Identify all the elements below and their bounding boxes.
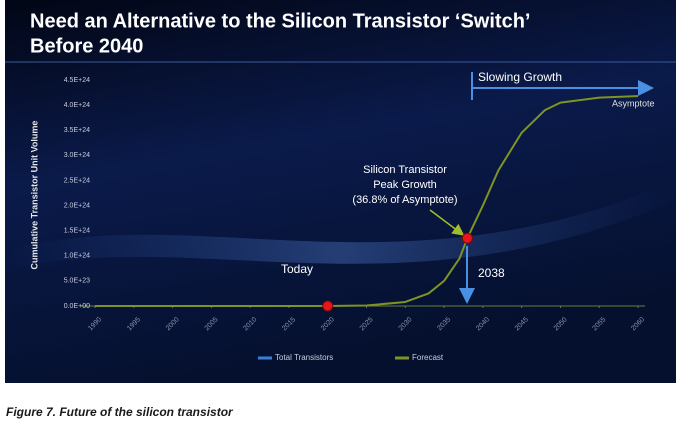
annotation: Slowing Growth bbox=[478, 70, 562, 84]
marker-label: Today bbox=[281, 262, 313, 276]
y-tick-label: 2.0E+24 bbox=[64, 202, 90, 209]
annotation: 2038 bbox=[478, 266, 505, 280]
y-tick-label: 2.5E+24 bbox=[64, 177, 90, 184]
series-line bbox=[95, 95, 639, 307]
y-tick-label: 3.0E+24 bbox=[64, 152, 90, 159]
y-axis-title: Cumulative Transistor Unit Volume bbox=[29, 121, 39, 270]
y-tick-label: 1.5E+24 bbox=[64, 228, 90, 235]
marker-label: Silicon Transistor bbox=[363, 164, 447, 176]
marker bbox=[322, 300, 334, 312]
marker-label: Peak Growth bbox=[373, 179, 437, 191]
title: Before 2040 bbox=[30, 35, 143, 57]
caption: Figure 7. Future of the silicon transist… bbox=[6, 405, 234, 419]
y-tick-label: 4.0E+24 bbox=[64, 102, 90, 109]
slide-background bbox=[5, 0, 676, 383]
arrow bbox=[429, 209, 465, 236]
y-tick-label: 4.5E+24 bbox=[64, 77, 90, 84]
annotation: Asymptote bbox=[612, 98, 655, 108]
y-tick-label: 3.5E+24 bbox=[64, 127, 90, 134]
legend-label: Total Transistors bbox=[275, 353, 333, 362]
marker-label: (36.8% of Asymptote) bbox=[352, 194, 457, 206]
decor bbox=[5, 180, 676, 270]
y-tick-label: 5.0E+23 bbox=[64, 278, 90, 285]
y-tick-label: 0.0E+00 bbox=[64, 303, 90, 310]
marker bbox=[461, 232, 473, 244]
legend-label: Forecast bbox=[412, 353, 444, 362]
y-tick-label: 1.0E+24 bbox=[64, 253, 90, 260]
title: Need an Alternative to the Silicon Trans… bbox=[30, 10, 530, 32]
